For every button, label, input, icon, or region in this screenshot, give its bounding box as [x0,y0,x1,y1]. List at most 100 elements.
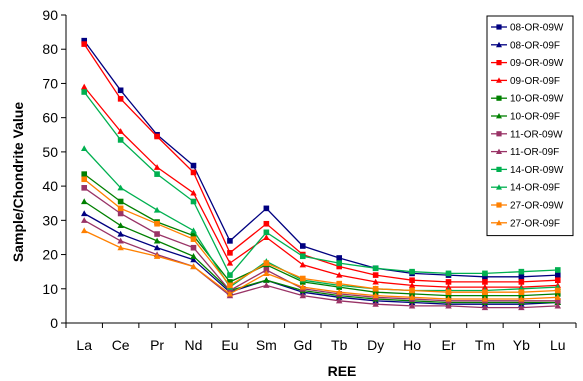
data-point [154,231,160,237]
data-point [482,279,488,285]
data-point [482,270,488,277]
legend-marker [496,148,502,154]
legend-marker [496,202,502,208]
legend-marker [496,131,502,137]
data-point [518,295,525,302]
data-point [263,205,270,212]
data-point [153,253,161,259]
data-point [81,171,88,177]
data-point [226,259,234,266]
data-point [190,232,197,239]
data-point [518,268,525,275]
y-tick-label: 30 [42,212,58,228]
data-point [445,279,452,285]
data-point [482,292,488,299]
data-point [336,280,343,287]
series-line [83,91,558,277]
data-point [153,206,161,213]
data-point [263,277,270,283]
data-point [336,260,343,266]
data-point [372,278,379,285]
legend-item: 08-OR-09F [491,40,560,51]
data-point [518,304,525,311]
data-point [518,279,525,285]
data-point [190,256,197,263]
data-point [445,295,452,302]
series-line [83,148,558,292]
x-tick-label: Ho [403,337,421,353]
x-tick-label: Tb [331,337,348,353]
data-point [372,272,379,278]
data-point [554,287,561,294]
data-point [117,137,124,143]
x-tick-label: La [76,337,92,353]
series-09-OR-09W [81,41,561,285]
data-point [81,185,88,191]
data-point [481,295,489,302]
data-point [481,283,489,290]
data-point [554,277,561,284]
data-point [117,198,124,205]
data-point [372,265,379,272]
legend-item: 09-OR-09W [491,58,564,69]
data-point [226,290,234,297]
data-point [154,171,160,177]
data-point [154,133,160,140]
data-point [409,277,415,284]
y-tick-label: 70 [42,75,58,91]
legend-item: 27-OR-09F [491,218,560,229]
legend-item: 10-OR-09F [491,112,560,123]
x-tick-label: Pr [150,337,164,353]
data-point [482,274,488,280]
legend-marker [496,24,502,30]
x-tick-label: Yb [513,337,530,353]
legend-label: 10-OR-09W [510,94,564,105]
data-point [117,87,124,94]
series-line [83,212,558,305]
data-point [336,255,343,261]
data-point [190,244,197,251]
data-point [408,282,416,288]
data-point [445,283,452,290]
y-tick-label: 10 [42,281,58,297]
legend-label: 11-OR-09W [510,129,563,140]
data-point [409,291,415,297]
data-point [81,176,88,183]
legend-marker [496,184,502,190]
data-point [299,275,306,282]
data-point [190,189,197,196]
data-point [445,292,452,299]
series-line [83,43,558,283]
series-27-OR-09W [81,176,561,295]
data-point [554,291,561,297]
data-point [117,96,124,102]
data-point [299,253,306,260]
series-14-OR-09W [81,89,561,278]
y-tick-label: 20 [42,247,58,263]
data-point [445,289,452,295]
series-27-OR-09F [80,227,562,302]
data-point [190,162,197,169]
x-tick-label: Er [442,337,456,353]
data-point [263,234,270,241]
data-point [154,220,160,227]
data-point [80,217,88,223]
legend-marker [496,77,502,83]
data-point [408,302,416,309]
data-point [117,184,124,191]
data-point [482,289,488,295]
data-point [190,198,197,205]
data-point [190,253,197,259]
data-point [227,287,233,294]
x-tick-label: Dy [367,337,384,353]
y-tick-label: 90 [42,7,58,23]
data-point [153,237,161,244]
data-point [117,128,124,134]
data-point [80,227,88,234]
data-point [81,41,88,47]
data-point [117,205,124,212]
x-tick-label: Nd [185,337,203,353]
data-point [263,282,270,288]
data-point [372,289,379,295]
series-line [83,187,558,302]
